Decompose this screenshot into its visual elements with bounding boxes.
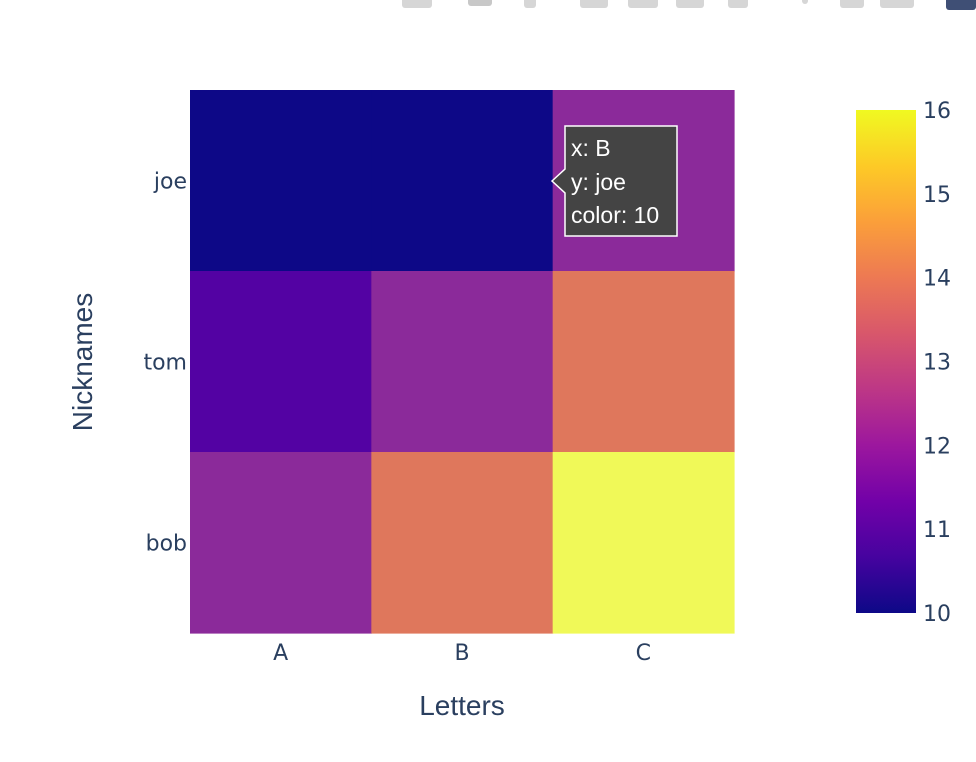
heatmap-cell-joe-B[interactable] (371, 90, 554, 272)
hover-tooltip: x: B y: joe color: 10 (550, 125, 678, 237)
zoom-out-icon[interactable] (728, 0, 748, 8)
x-tick-label: A (273, 641, 288, 666)
heatmap-cell-tom-C[interactable] (552, 271, 735, 453)
heatmap-cell-joe-A[interactable] (190, 90, 372, 272)
zoom-icon[interactable] (468, 0, 492, 6)
colorbar-tick-label: 16 (923, 99, 951, 124)
colorbar-tick-label: 10 (923, 602, 951, 627)
tooltip-color-line: color: 10 (571, 202, 659, 228)
camera-icon[interactable] (402, 0, 432, 8)
spikelines-icon[interactable] (880, 0, 914, 8)
colorbar-tick-label: 11 (923, 518, 951, 543)
x-axis-ticks: A B C (273, 641, 651, 666)
lasso-icon[interactable] (628, 0, 658, 8)
autoscale-icon[interactable] (802, 0, 808, 4)
heatmap-cell-tom-B[interactable] (371, 271, 554, 453)
tooltip-y-line: y: joe (571, 169, 626, 195)
heatmap-cell-tom-A[interactable] (190, 271, 372, 453)
x-axis-title: Letters (419, 690, 505, 721)
colorbar-tick-label: 12 (923, 434, 951, 459)
y-axis-ticks: joe tom bob (143, 170, 187, 557)
zoom-in-icon[interactable] (676, 0, 704, 8)
tooltip-x-line: x: B (571, 135, 611, 161)
pan-icon[interactable] (524, 0, 536, 8)
y-tick-label: bob (146, 532, 187, 557)
colorbar-ticks: 10 11 12 13 14 15 16 (923, 99, 951, 627)
box-select-icon[interactable] (580, 0, 608, 8)
y-tick-label: tom (143, 351, 187, 376)
reset-axes-icon[interactable] (840, 0, 864, 8)
y-tick-label: joe (153, 170, 187, 195)
colorbar-tick-label: 15 (923, 183, 951, 208)
y-axis-title: Nicknames (67, 293, 98, 431)
colorbar-tick-label: 14 (923, 267, 951, 292)
heatmap-cell-bob-B[interactable] (371, 452, 554, 634)
modebar (390, 0, 976, 10)
heatmap-cell-bob-A[interactable] (190, 452, 372, 634)
x-tick-label: B (454, 641, 469, 666)
tooltip-box (550, 125, 678, 237)
plotly-logo-icon[interactable] (946, 0, 976, 10)
heatmap-cell-bob-C[interactable] (552, 452, 735, 634)
x-tick-label: C (636, 641, 651, 666)
colorbar (856, 110, 916, 613)
colorbar-tick-label: 13 (923, 351, 951, 376)
